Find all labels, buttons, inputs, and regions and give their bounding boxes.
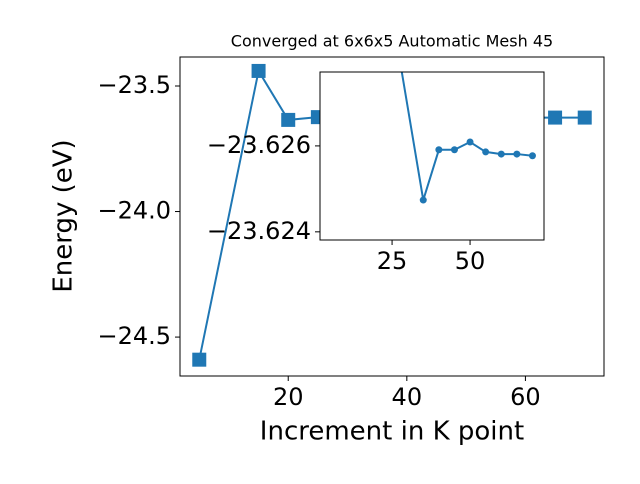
inset-background — [320, 72, 544, 240]
point — [281, 112, 296, 127]
point — [192, 352, 207, 367]
point — [548, 110, 563, 125]
point — [389, 10, 396, 17]
point — [528, 152, 536, 160]
point — [419, 196, 427, 204]
point — [482, 148, 490, 156]
axes-frame — [319, 71, 545, 241]
y-tick-label: −24.5 — [97, 322, 171, 350]
y-axis-label: Energy (eV) — [49, 139, 79, 292]
y-tick-label: −23.624 — [207, 217, 311, 245]
point — [497, 150, 505, 158]
axes-frame — [179, 56, 605, 377]
x-tick-label: 25 — [377, 247, 408, 275]
y-tick-label: −23.626 — [207, 131, 311, 159]
x-axis-label: Increment in K point — [260, 417, 524, 447]
x-tick-label: 60 — [510, 383, 541, 411]
y-tick-label: −23.5 — [97, 71, 171, 99]
plot-area — [389, 10, 536, 204]
point — [577, 110, 592, 125]
x-tick-label: 20 — [273, 383, 304, 411]
point — [251, 63, 266, 78]
point — [450, 146, 458, 154]
point — [513, 150, 521, 158]
point — [435, 146, 443, 154]
point — [466, 138, 474, 146]
x-tick-label: 50 — [455, 247, 486, 275]
x-tick-label: 40 — [392, 383, 423, 411]
chart-title: Converged at 6x6x5 Automatic Mesh 45 — [231, 32, 553, 51]
y-tick-label: −24.0 — [97, 197, 171, 225]
